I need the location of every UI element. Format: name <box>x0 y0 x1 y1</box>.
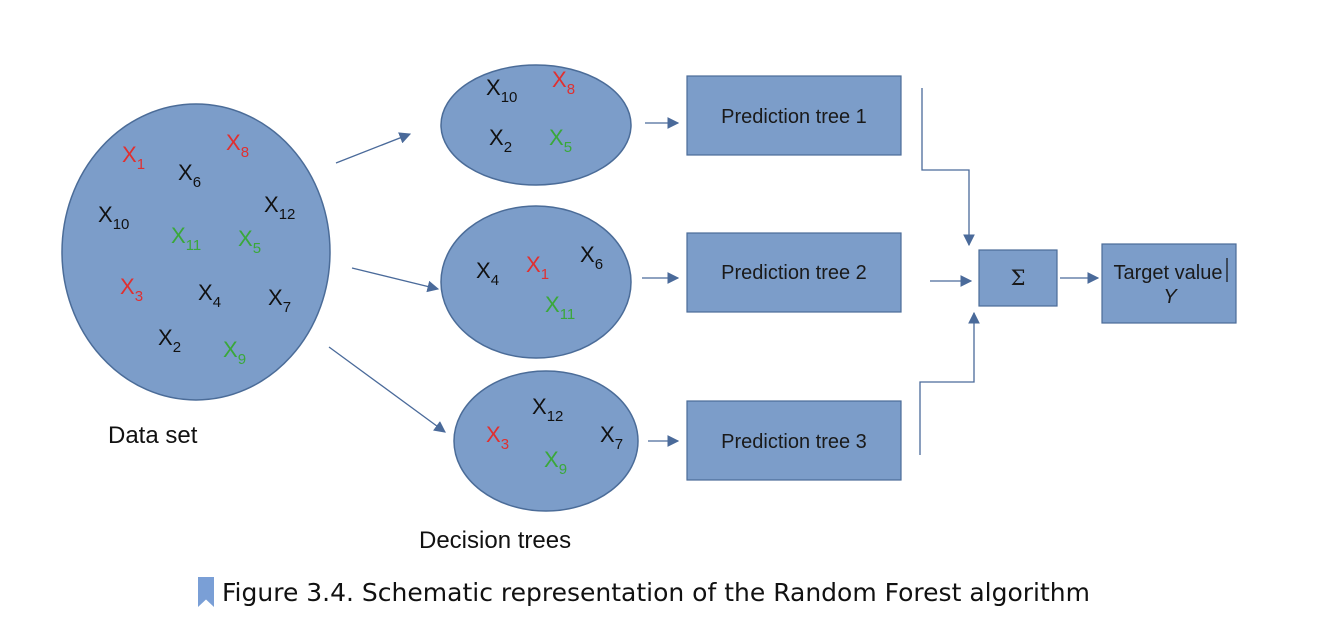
random-forest-diagram: X1 X8 X6 X10 X12 X11 X5 X3 X4 X7 X2 X9 Data set X10… <box>61 64 1237 554</box>
decision-tree-1-ellipse <box>440 64 632 186</box>
prediction-tree-3-box <box>686 400 902 481</box>
x-variable-label: X11 <box>545 292 575 323</box>
x-variable-label: X9 <box>544 447 567 478</box>
decision-tree-3-ellipse <box>453 370 639 512</box>
connector-prediction-1-to-sum <box>921 88 975 247</box>
x-variable-label: X4 <box>198 280 221 311</box>
prediction-tree-3-label: Prediction tree 3 <box>721 431 867 453</box>
target-value-box <box>1101 243 1237 324</box>
x-variable-label: X6 <box>580 242 603 273</box>
prediction-tree-1-label: Prediction tree 1 <box>721 106 867 128</box>
arrow-dataset-to-tree-3 <box>328 346 446 433</box>
dataset-items: X1 X8 X6 X10 X12 X11 X5 X3 X4 X7 X2 X9 <box>98 130 295 368</box>
x-variable-label: X1 <box>122 142 145 173</box>
sum-box <box>978 249 1058 307</box>
figure-caption-text: Figure 3.4. Schematic representation of … <box>222 577 1090 607</box>
prediction-tree-2-label: Prediction tree 2 <box>721 262 867 284</box>
x-variable-label: X9 <box>223 337 246 368</box>
x-variable-label: X7 <box>600 422 623 453</box>
sum-symbol: Σ <box>1011 266 1026 290</box>
x-variable-label: X6 <box>178 160 201 191</box>
figure-caption: Figure 3.4. Schematic representation of … <box>198 574 1090 610</box>
x-variable-label: X2 <box>158 325 181 356</box>
x-variable-label: X10 <box>98 202 129 233</box>
x-variable-label: X7 <box>268 285 291 316</box>
target-value-label: Target value <box>1114 262 1223 284</box>
x-variable-label: X3 <box>120 274 143 305</box>
x-variable-label: X5 <box>549 125 572 156</box>
x-variable-label: X8 <box>226 130 249 161</box>
prediction-tree-2-box <box>686 232 902 313</box>
arrow-dataset-to-tree-2 <box>351 267 440 293</box>
x-variable-label: X4 <box>476 258 499 289</box>
dataset-label: Data set <box>108 422 198 449</box>
x-variable-label: X5 <box>238 226 261 257</box>
x-variable-label: X2 <box>489 125 512 156</box>
decision-tree-2-ellipse <box>440 205 632 359</box>
x-variable-label: X12 <box>264 192 295 223</box>
target-value-symbol: Y <box>1163 286 1178 308</box>
x-variable-label: X10 <box>486 75 517 106</box>
x-variable-label: X8 <box>552 67 575 98</box>
decision-trees-label: Decision trees <box>419 527 571 554</box>
connector-prediction-3-to-sum <box>919 311 980 455</box>
arrow-dataset-to-tree-1 <box>335 132 412 164</box>
x-variable-label: X1 <box>526 252 549 283</box>
x-variable-label: X3 <box>486 422 509 453</box>
x-variable-label: X12 <box>532 394 563 425</box>
dataset-ellipse <box>61 103 331 401</box>
prediction-tree-1-box <box>686 75 902 156</box>
x-variable-label: X11 <box>171 223 201 254</box>
bookmark-icon <box>198 577 214 607</box>
